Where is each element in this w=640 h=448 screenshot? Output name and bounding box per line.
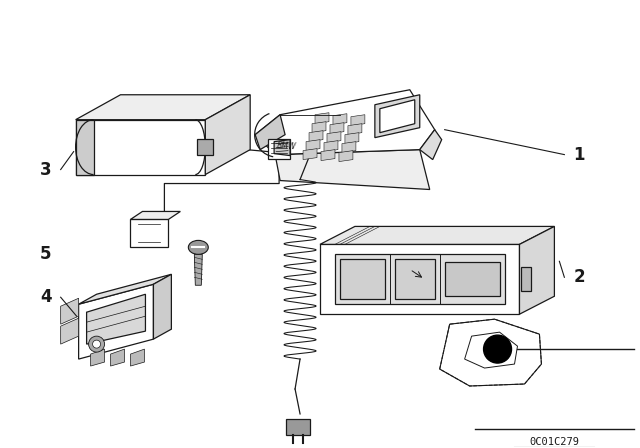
Polygon shape (205, 95, 250, 175)
Polygon shape (76, 95, 250, 120)
Ellipse shape (188, 241, 208, 254)
Polygon shape (197, 138, 213, 155)
Text: 4: 4 (40, 288, 51, 306)
Polygon shape (286, 419, 310, 435)
Polygon shape (445, 263, 500, 296)
Polygon shape (91, 349, 104, 366)
Polygon shape (333, 114, 347, 125)
Polygon shape (79, 284, 154, 359)
Text: 5: 5 (40, 246, 51, 263)
Polygon shape (76, 120, 93, 175)
Circle shape (88, 336, 104, 352)
Polygon shape (420, 129, 442, 159)
Polygon shape (131, 349, 145, 366)
Text: 3: 3 (40, 160, 51, 179)
Polygon shape (79, 274, 172, 304)
Polygon shape (131, 220, 168, 247)
Polygon shape (61, 298, 79, 324)
Polygon shape (375, 95, 420, 138)
Polygon shape (312, 122, 326, 133)
Polygon shape (380, 100, 415, 133)
Polygon shape (275, 150, 429, 190)
Polygon shape (522, 267, 531, 291)
Polygon shape (315, 113, 329, 124)
Polygon shape (255, 90, 435, 155)
Polygon shape (274, 140, 290, 155)
Polygon shape (321, 150, 335, 160)
Text: 1: 1 (573, 146, 585, 164)
Polygon shape (345, 133, 359, 144)
Circle shape (93, 340, 100, 348)
Polygon shape (320, 244, 520, 314)
Circle shape (484, 335, 511, 363)
Polygon shape (86, 294, 145, 344)
Polygon shape (255, 115, 285, 150)
Polygon shape (306, 140, 320, 151)
Polygon shape (395, 259, 435, 299)
Polygon shape (342, 142, 356, 153)
Polygon shape (76, 120, 205, 175)
Polygon shape (335, 254, 504, 304)
Polygon shape (324, 141, 338, 151)
Text: 0C01C279: 0C01C279 (529, 437, 579, 447)
Polygon shape (330, 123, 344, 134)
Polygon shape (303, 149, 317, 159)
Polygon shape (131, 211, 180, 220)
Text: BMW: BMW (277, 142, 297, 152)
Polygon shape (268, 138, 290, 159)
Polygon shape (111, 349, 125, 366)
Text: 2: 2 (573, 268, 585, 286)
Polygon shape (195, 254, 202, 285)
Polygon shape (327, 132, 341, 142)
Polygon shape (440, 319, 541, 386)
Polygon shape (520, 226, 554, 314)
Polygon shape (465, 332, 518, 368)
Polygon shape (154, 274, 172, 339)
Polygon shape (351, 115, 365, 126)
Polygon shape (339, 151, 353, 162)
Polygon shape (61, 318, 79, 344)
Polygon shape (340, 259, 385, 299)
Polygon shape (348, 124, 362, 135)
Polygon shape (320, 226, 554, 244)
Polygon shape (309, 131, 323, 142)
